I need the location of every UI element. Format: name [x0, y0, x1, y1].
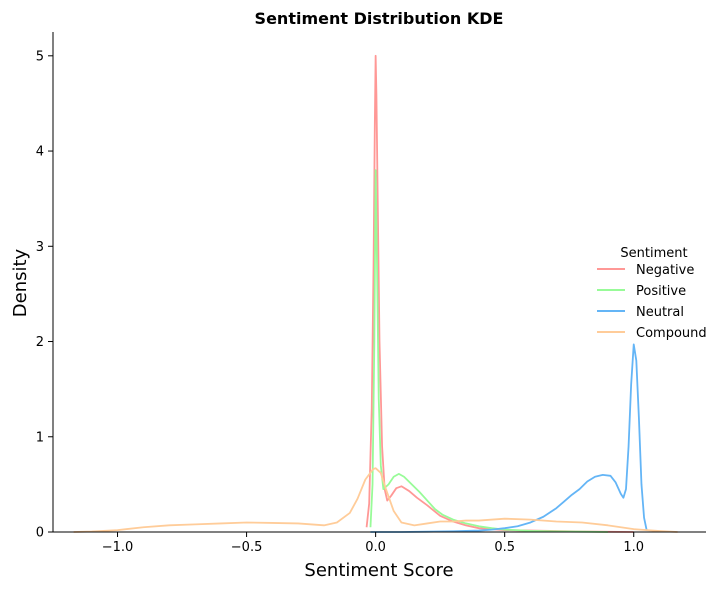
legend-label-negative: Negative	[636, 263, 694, 278]
y-tick-label: 5	[36, 49, 44, 64]
x-axis-ticks: −1.0 −0.5 0.0 0.5 1.0	[102, 532, 644, 555]
legend-title: Sentiment	[620, 246, 687, 261]
x-tick-label: −1.0	[102, 540, 134, 555]
chart-title: Sentiment Distribution KDE	[255, 9, 504, 28]
y-tick-label: 4	[36, 145, 44, 160]
series-line-compound	[73, 467, 678, 533]
plot-area	[73, 54, 678, 533]
x-tick-label: 0.5	[494, 540, 515, 555]
y-axis-title: Density	[10, 248, 31, 317]
y-tick-label: 2	[36, 335, 44, 350]
x-tick-label: −0.5	[231, 540, 263, 555]
series-line-positive	[369, 169, 608, 533]
legend-label-compound: Compound	[636, 326, 707, 341]
y-tick-label: 1	[36, 430, 44, 445]
x-tick-label: 1.0	[623, 540, 644, 555]
y-tick-label: 0	[36, 526, 44, 541]
series-line-negative	[365, 54, 634, 533]
series-line-neutral	[370, 343, 648, 533]
legend: Sentiment Negative Positive Neutral Compoun…	[597, 246, 707, 341]
x-tick-label: 0.0	[365, 540, 386, 555]
y-axis-ticks: 0 1 2 3 4 5	[36, 49, 53, 541]
legend-label-positive: Positive	[636, 284, 686, 299]
legend-label-neutral: Neutral	[636, 305, 684, 320]
x-axis-title: Sentiment Score	[304, 560, 453, 581]
y-tick-label: 3	[36, 240, 44, 255]
